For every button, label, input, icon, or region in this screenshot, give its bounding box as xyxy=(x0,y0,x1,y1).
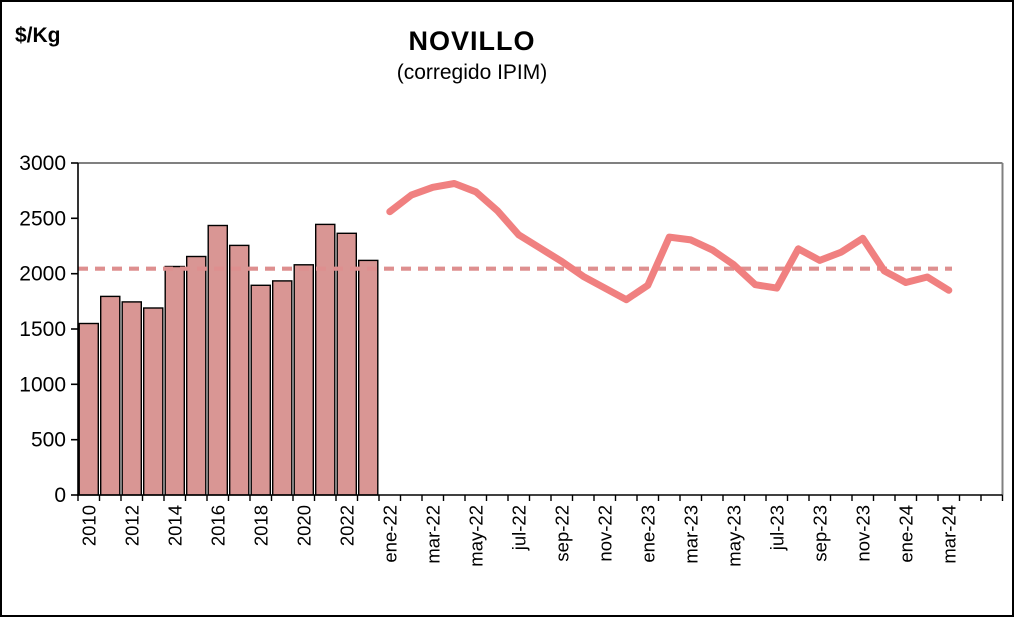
y-tick-label: 0 xyxy=(54,484,66,507)
chart-header: NOVILLO (corregido IPIM) xyxy=(2,26,942,85)
y-tick-label: 2000 xyxy=(19,263,66,286)
x-tick-label: 2022 xyxy=(336,505,357,546)
y-axis-unit-label: $/Kg xyxy=(15,24,61,47)
x-tick-label: 2010 xyxy=(78,505,99,546)
x-tick-label: may-23 xyxy=(723,505,744,567)
bar-2015 xyxy=(185,255,207,496)
chart-title: NOVILLO xyxy=(408,26,536,56)
x-tick-label: jul-22 xyxy=(508,505,529,551)
x-tick-label: nov-22 xyxy=(594,505,615,562)
bar-2017 xyxy=(228,244,250,496)
x-tick-label: jul-23 xyxy=(766,505,787,551)
x-tick-label: ene-23 xyxy=(637,505,658,563)
x-tick-label: 2018 xyxy=(250,505,271,546)
x-tick-label: mar-22 xyxy=(422,505,443,564)
x-tick-label: sep-22 xyxy=(551,505,572,562)
bar-2011 xyxy=(99,295,121,496)
bar-2021 xyxy=(315,223,336,496)
bar-2010 xyxy=(78,322,99,496)
x-tick-label: ene-24 xyxy=(895,505,916,563)
bar-2023 xyxy=(358,259,379,496)
x-tick-label: mar-23 xyxy=(680,505,701,564)
bar-2012 xyxy=(121,301,142,496)
bar-2014 xyxy=(164,265,185,496)
x-tick-label: 2014 xyxy=(164,505,185,546)
x-tick-label: may-22 xyxy=(465,505,486,567)
x-tick-label: 2012 xyxy=(121,505,142,546)
y-tick-label: 1000 xyxy=(19,373,66,396)
y-tick-label: 500 xyxy=(31,429,66,452)
bar-2018 xyxy=(250,284,271,496)
bar-2013 xyxy=(142,307,164,496)
bar-2016 xyxy=(207,224,228,496)
chart-subtitle: (corregido IPIM) xyxy=(396,61,548,84)
y-tick-label: 1500 xyxy=(19,318,66,341)
bar-2020 xyxy=(293,264,315,496)
monthly-price-line xyxy=(386,180,953,304)
x-tick-label: 2016 xyxy=(207,505,228,546)
bar-2022 xyxy=(336,232,358,496)
x-tick-label: 2020 xyxy=(293,505,314,546)
y-tick-label: 3000 xyxy=(19,152,66,175)
x-tick-label: sep-23 xyxy=(809,505,830,562)
x-tick-label: nov-23 xyxy=(852,505,873,562)
y-tick-label: 2500 xyxy=(19,207,66,230)
x-tick-label: mar-24 xyxy=(938,505,959,564)
bar-2019 xyxy=(272,280,293,496)
x-tick-label: ene-22 xyxy=(379,505,400,563)
